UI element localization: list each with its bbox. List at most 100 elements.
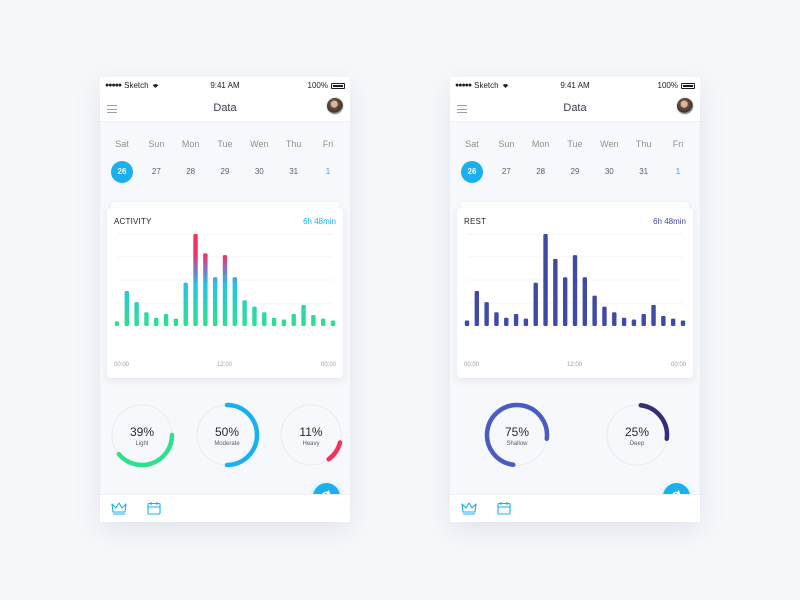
chart-bar — [602, 306, 607, 326]
chart-bar — [592, 295, 597, 326]
chart-bar — [242, 300, 247, 326]
date-27[interactable]: 27 — [501, 167, 511, 176]
avatar[interactable] — [676, 97, 694, 115]
chart-bar — [553, 258, 558, 326]
axis-end-label: 00:00 — [320, 362, 336, 368]
signal-icon: ●●●●● — [105, 82, 122, 89]
ring-shallow[interactable]: 75% Shallow — [483, 401, 551, 469]
weekday-sun: Sun — [498, 139, 515, 149]
weekday-row: Sat Sun Mon Tue Wen Thu Fri — [455, 139, 695, 149]
weekday-fri: Fri — [322, 139, 334, 149]
weekday-row: Sat Sun Mon Tue Wen Thu Fri — [105, 139, 345, 149]
activity-rings: 39% Light 50% Moderate 11% Heavy — [100, 397, 350, 477]
chart-bar — [163, 314, 169, 326]
date-29[interactable]: 29 — [220, 167, 230, 176]
ring-arc — [326, 440, 343, 462]
date-label: 26 — [111, 161, 133, 183]
chart-bar — [114, 321, 120, 326]
chart-bar — [504, 317, 509, 326]
nav-bar: Data — [450, 95, 700, 122]
ring-light[interactable]: 39% Light — [108, 401, 176, 469]
axis-start-label: 00:00 — [464, 362, 480, 368]
weekday-mon: Mon — [531, 139, 550, 149]
battery-percent: 100% — [657, 81, 678, 90]
chart-bar — [474, 291, 480, 326]
activity-card[interactable]: ACTIVITY 6h 48min 00:00 12:00 00:00 — [107, 208, 343, 378]
chart-bar — [193, 234, 198, 326]
chart-bar — [222, 255, 228, 326]
menu-icon[interactable] — [107, 105, 117, 113]
chart-bar — [301, 304, 306, 326]
chart-bar — [311, 314, 316, 326]
ring-deep[interactable]: 25% Deep — [603, 401, 671, 469]
rest-card[interactable]: REST 6h 48min 00:00 12:00 00:00 — [457, 208, 693, 378]
chart-bar — [612, 312, 617, 326]
chart-bar — [144, 312, 149, 326]
carrier-label: Sketch — [124, 81, 149, 90]
avatar[interactable] — [326, 97, 344, 115]
date-label: 26 — [461, 161, 483, 183]
chart-bar — [124, 291, 130, 326]
calendar-icon[interactable] — [146, 501, 162, 515]
crown-icon[interactable] — [461, 501, 477, 515]
chart-bar — [134, 302, 139, 326]
ring-deep-gauge — [606, 402, 670, 466]
date-30[interactable]: 30 — [604, 167, 614, 176]
card-stack-shadow — [461, 202, 689, 212]
crown-icon[interactable] — [111, 501, 127, 515]
date-26[interactable]: 26 — [455, 161, 489, 183]
signal-icon: ●●●●● — [455, 82, 472, 89]
ring-moderate-gauge — [196, 402, 260, 468]
weekday-wen: Wen — [250, 139, 269, 149]
chart-bar — [291, 314, 296, 326]
date-26[interactable]: 26 — [105, 161, 139, 183]
rest-screen: ●●●●● Sketch 9:41 AM 100% Data Sat Sun M… — [450, 77, 700, 522]
ring-heavy-gauge — [280, 404, 343, 466]
carrier-label: Sketch — [474, 81, 499, 90]
ring-arc — [116, 432, 175, 468]
chart-bar — [621, 317, 627, 326]
date-27[interactable]: 27 — [151, 167, 161, 176]
weekday-sat: Sat — [115, 139, 129, 149]
chart-bar — [513, 314, 519, 326]
chart-bar — [232, 277, 238, 326]
card-title: ACTIVITY — [114, 217, 152, 226]
date-1[interactable]: 1 — [675, 167, 681, 176]
date-31[interactable]: 31 — [289, 167, 299, 176]
chart-bar — [562, 277, 568, 326]
date-30[interactable]: 30 — [254, 167, 264, 176]
ring-label: Deep — [629, 441, 645, 447]
chart-bar — [330, 320, 336, 326]
ring-percent: 11% — [299, 425, 323, 439]
date-31[interactable]: 31 — [639, 167, 649, 176]
card-title: REST — [464, 217, 487, 226]
card-stack-shadow — [111, 202, 339, 212]
chart-bar — [582, 277, 588, 326]
weekday-sat: Sat — [465, 139, 479, 149]
ring-moderate[interactable]: 50% Moderate — [193, 401, 261, 469]
ring-heavy[interactable]: 11% Heavy — [277, 401, 345, 469]
chart-bar — [533, 282, 538, 326]
wifi-icon — [502, 84, 508, 88]
axis-start-label: 00:00 — [114, 362, 130, 368]
weekday-fri: Fri — [672, 139, 684, 149]
chart-bar — [262, 312, 267, 326]
chart-bar — [641, 314, 646, 326]
chart-bar — [320, 318, 326, 326]
weekday-sun: Sun — [148, 139, 165, 149]
menu-icon[interactable] — [457, 105, 467, 113]
ring-arc — [224, 402, 260, 468]
battery-percent: 100% — [307, 81, 328, 90]
chart-bar — [543, 234, 548, 326]
card-duration: 6h 48min — [653, 217, 686, 226]
date-1[interactable]: 1 — [325, 167, 331, 176]
page-title: Data — [563, 102, 587, 114]
ring-percent: 75% — [504, 425, 530, 439]
calendar-icon[interactable] — [496, 501, 512, 515]
chart-bar — [212, 277, 218, 326]
date-28[interactable]: 28 — [186, 167, 196, 176]
date-29[interactable]: 29 — [570, 167, 580, 176]
chart-bar — [154, 317, 159, 326]
date-28[interactable]: 28 — [536, 167, 546, 176]
ring-light-gauge — [111, 404, 175, 468]
